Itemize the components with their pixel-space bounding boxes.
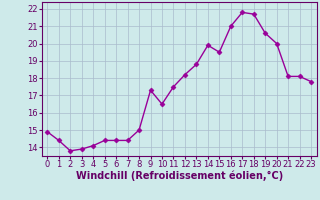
X-axis label: Windchill (Refroidissement éolien,°C): Windchill (Refroidissement éolien,°C) xyxy=(76,171,283,181)
